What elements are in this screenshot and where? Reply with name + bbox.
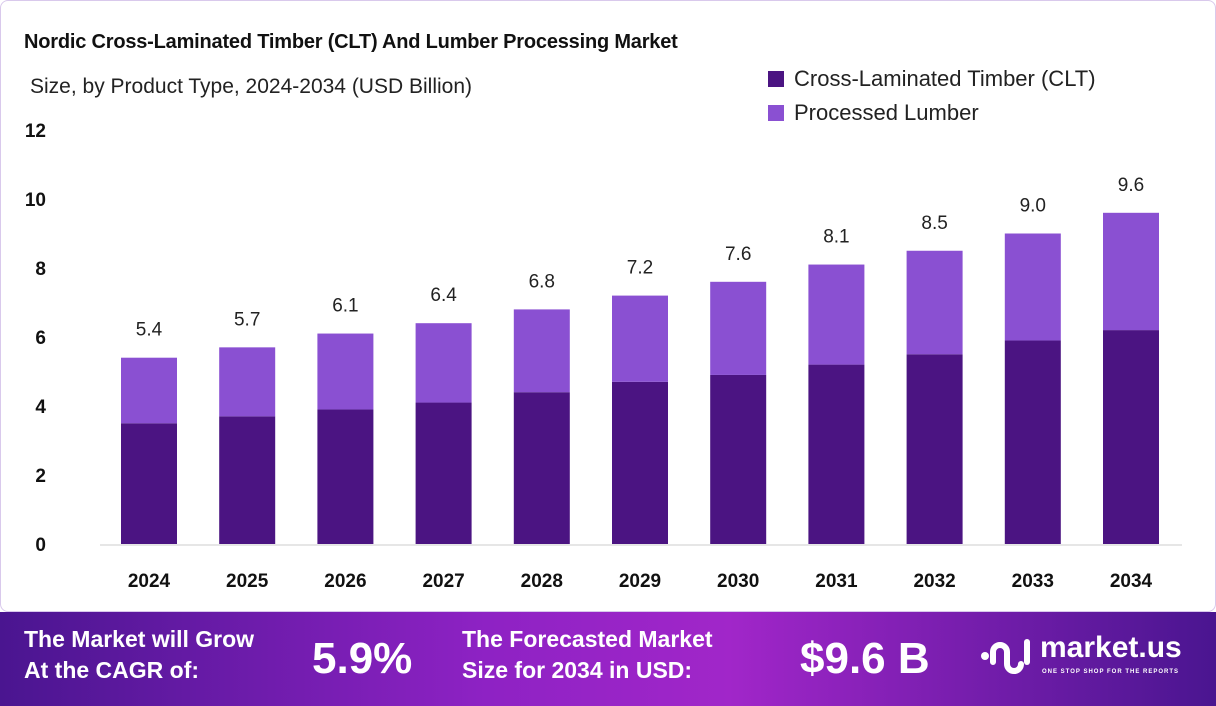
legend-swatch-clt xyxy=(768,71,784,87)
legend-item-lumber: Processed Lumber xyxy=(768,100,979,126)
y-tick-label: 6 xyxy=(35,328,46,349)
total-label-2025: 5.7 xyxy=(234,309,260,330)
y-tick-label: 0 xyxy=(35,535,46,556)
bar-clt-2031 xyxy=(808,364,865,544)
x-tick-label: 2024 xyxy=(128,571,171,592)
chart-title: Nordic Cross-Laminated Timber (CLT) And … xyxy=(24,31,678,53)
legend-item-clt: Cross-Laminated Timber (CLT) xyxy=(768,66,1096,92)
total-label-2024: 5.4 xyxy=(136,320,163,341)
cagr-label-line1: The Market will Grow xyxy=(24,626,255,652)
bar-lumber-2027 xyxy=(415,323,472,403)
bar-clt-2033 xyxy=(1004,340,1061,544)
bar-lumber-2024 xyxy=(121,357,177,424)
bar-lumber-2029 xyxy=(612,295,668,382)
total-label-2031: 8.1 xyxy=(823,227,849,248)
forecast-label-line2: Size for 2034 in USD: xyxy=(462,657,693,683)
total-label-2032: 8.5 xyxy=(921,213,947,234)
logo-icon xyxy=(981,638,1030,674)
cagr-label: The Market will Grow At the CAGR of: xyxy=(24,624,254,686)
cagr-value: 5.9% xyxy=(312,634,413,683)
x-tick-label: 2034 xyxy=(1110,571,1153,592)
x-tick-label: 2033 xyxy=(1012,571,1054,592)
bar-lumber-2028 xyxy=(513,309,570,393)
summary-banner: The Market will Grow At the CAGR of: 5.9… xyxy=(0,612,1216,706)
total-label-2030: 7.6 xyxy=(725,244,751,265)
bar-lumber-2030 xyxy=(710,281,767,375)
bar-clt-2026 xyxy=(317,409,374,544)
forecast-label-line1: The Forecasted Market xyxy=(462,626,713,652)
x-tick-label: 2026 xyxy=(324,571,366,592)
legend-swatch-lumber xyxy=(768,105,784,121)
bar-clt-2034 xyxy=(1103,330,1159,544)
bar-clt-2032 xyxy=(906,354,963,544)
forecast-label: The Forecasted Market Size for 2034 in U… xyxy=(462,624,713,686)
total-label-2029: 7.2 xyxy=(627,258,653,279)
bar-clt-2027 xyxy=(415,402,472,544)
x-tick-label: 2032 xyxy=(913,571,955,592)
legend-label-lumber: Processed Lumber xyxy=(794,100,979,125)
x-tick-label: 2028 xyxy=(521,571,563,592)
total-label-2033: 9.0 xyxy=(1020,196,1046,217)
y-tick-label: 2 xyxy=(35,466,46,487)
bar-clt-2024 xyxy=(121,423,177,544)
x-tick-label: 2027 xyxy=(422,571,464,592)
bar-lumber-2025 xyxy=(219,347,276,417)
logo-tagline: ONE STOP SHOP FOR THE REPORTS xyxy=(1042,669,1180,675)
cagr-label-line2: At the CAGR of: xyxy=(24,657,200,683)
bar-lumber-2031 xyxy=(808,264,865,365)
total-label-2027: 6.4 xyxy=(430,285,457,306)
logo-name: market.us xyxy=(1040,631,1182,664)
bar-lumber-2026 xyxy=(317,333,374,410)
x-tick-label: 2030 xyxy=(717,571,759,592)
y-tick-label: 4 xyxy=(35,397,46,418)
market-us-logo: market.us ONE STOP SHOP FOR THE REPORTS xyxy=(980,630,1182,677)
bar-clt-2025 xyxy=(219,416,276,544)
legend-label-clt: Cross-Laminated Timber (CLT) xyxy=(794,66,1096,91)
bar-lumber-2034 xyxy=(1103,212,1159,331)
forecast-value: $9.6 B xyxy=(800,634,930,683)
bar-clt-2028 xyxy=(513,392,570,544)
total-label-2028: 6.8 xyxy=(529,271,555,292)
y-tick-label: 12 xyxy=(25,121,46,142)
total-label-2026: 6.1 xyxy=(332,296,358,317)
bar-lumber-2032 xyxy=(906,250,963,355)
y-tick-label: 10 xyxy=(25,190,46,211)
bar-chart: 0 2 4 6 8 10 12 5.4 2024 5.7 2025 6.1 2026 6.4 2027 6.8… xyxy=(25,121,1182,592)
bar-clt-2029 xyxy=(612,381,668,544)
x-tick-label: 2029 xyxy=(619,571,661,592)
x-tick-label: 2031 xyxy=(815,571,858,592)
total-label-2034: 9.6 xyxy=(1118,175,1144,196)
x-tick-label: 2025 xyxy=(226,571,269,592)
chart-subtitle: Size, by Product Type, 2024-2034 (USD Bi… xyxy=(30,75,473,98)
y-tick-label: 8 xyxy=(35,259,46,280)
bar-clt-2030 xyxy=(710,374,767,544)
bar-lumber-2033 xyxy=(1004,233,1061,341)
